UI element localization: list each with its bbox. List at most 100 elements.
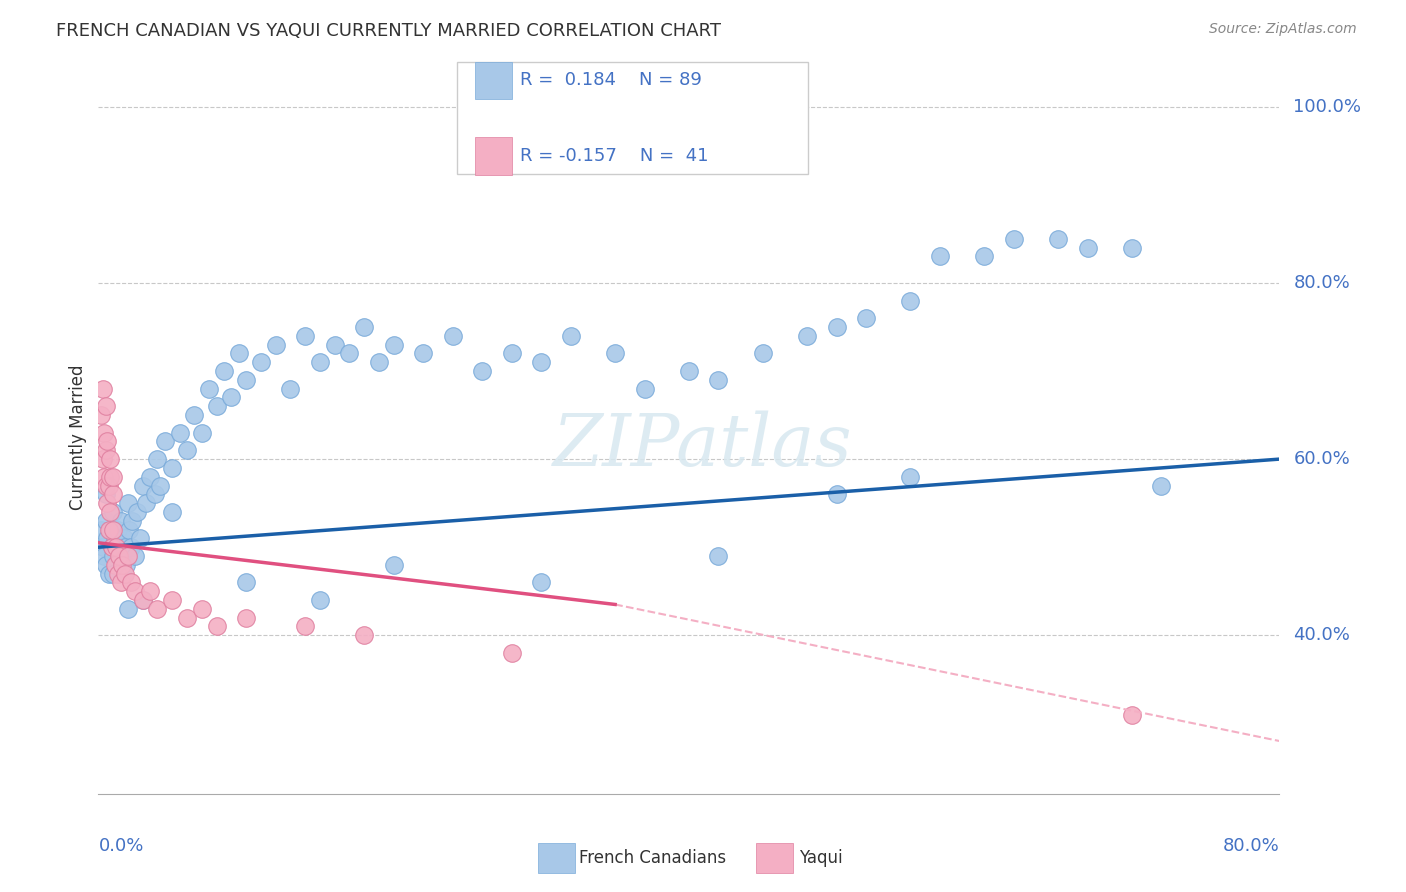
Text: ZIPatlas: ZIPatlas [553, 410, 853, 482]
Point [105, 540, 128, 554]
Point [103, 469, 125, 483]
Point [530, 355, 553, 369]
Point [139, 584, 162, 599]
Point [471, 364, 494, 378]
Point [117, 602, 139, 616]
Point [1077, 241, 1099, 255]
Point [501, 346, 523, 360]
Point [103, 505, 125, 519]
Point [221, 391, 243, 405]
Point [323, 337, 346, 351]
Point [441, 328, 464, 343]
Point [973, 250, 995, 264]
Point [212, 364, 235, 378]
Point [501, 646, 523, 660]
Point [103, 487, 125, 501]
Point [100, 540, 122, 554]
Point [132, 593, 155, 607]
Point [94, 399, 117, 413]
Y-axis label: Currently Married: Currently Married [69, 364, 87, 510]
Point [96, 496, 118, 510]
Point [560, 328, 582, 343]
Point [103, 549, 125, 563]
Point [176, 610, 198, 624]
Point [124, 584, 146, 599]
Point [412, 346, 434, 360]
Point [117, 496, 139, 510]
Point [1121, 707, 1143, 722]
Point [107, 523, 129, 537]
Point [105, 558, 128, 572]
Point [107, 566, 129, 581]
Point [191, 602, 214, 616]
Point [162, 505, 183, 519]
Point [235, 575, 257, 590]
Point [235, 610, 257, 624]
Text: Yaqui: Yaqui [799, 849, 842, 867]
Point [117, 549, 139, 563]
Point [149, 478, 172, 492]
Point [146, 452, 169, 467]
Point [929, 250, 952, 264]
Point [205, 399, 228, 413]
Point [91, 452, 114, 467]
Point [634, 382, 657, 396]
Point [825, 320, 848, 334]
Point [205, 619, 228, 633]
Point [353, 320, 375, 334]
Point [93, 425, 115, 440]
Point [115, 558, 138, 572]
Text: FRENCH CANADIAN VS YAQUI CURRENTLY MARRIED CORRELATION CHART: FRENCH CANADIAN VS YAQUI CURRENTLY MARRI… [56, 22, 721, 40]
Point [114, 540, 136, 554]
Point [108, 549, 131, 563]
Text: R =  0.184    N = 89: R = 0.184 N = 89 [520, 71, 702, 89]
Point [900, 293, 922, 308]
Point [825, 487, 848, 501]
Point [94, 558, 117, 572]
Text: Source: ZipAtlas.com: Source: ZipAtlas.com [1209, 22, 1357, 37]
Point [162, 461, 183, 475]
Point [382, 558, 405, 572]
Point [1002, 232, 1025, 246]
Point [132, 593, 155, 607]
Point [120, 575, 142, 590]
Point [146, 602, 169, 616]
Point [135, 496, 157, 510]
Point [900, 469, 922, 483]
Point [104, 558, 127, 572]
Point [91, 540, 114, 554]
Point [183, 408, 205, 422]
Point [605, 346, 627, 360]
Point [97, 478, 120, 492]
Point [1121, 241, 1143, 255]
Point [855, 311, 877, 326]
Point [110, 575, 132, 590]
Text: 60.0%: 60.0% [1294, 450, 1350, 468]
Point [382, 337, 405, 351]
Text: 40.0%: 40.0% [1294, 626, 1350, 644]
Point [228, 346, 250, 360]
Point [530, 575, 553, 590]
Point [309, 593, 332, 607]
Point [93, 549, 115, 563]
Text: 0.0%: 0.0% [98, 837, 143, 855]
Point [100, 540, 122, 554]
Point [128, 532, 150, 546]
Point [796, 328, 818, 343]
Point [90, 408, 112, 422]
Point [707, 549, 730, 563]
Point [96, 532, 118, 546]
Point [98, 505, 121, 519]
Point [96, 434, 118, 449]
Point [120, 540, 142, 554]
Point [103, 566, 125, 581]
Point [118, 523, 141, 537]
Point [94, 514, 117, 528]
Point [707, 373, 730, 387]
Point [191, 425, 214, 440]
Point [125, 505, 148, 519]
Text: French Canadians: French Canadians [579, 849, 727, 867]
Point [111, 558, 134, 572]
Point [94, 487, 117, 501]
Point [98, 452, 121, 467]
